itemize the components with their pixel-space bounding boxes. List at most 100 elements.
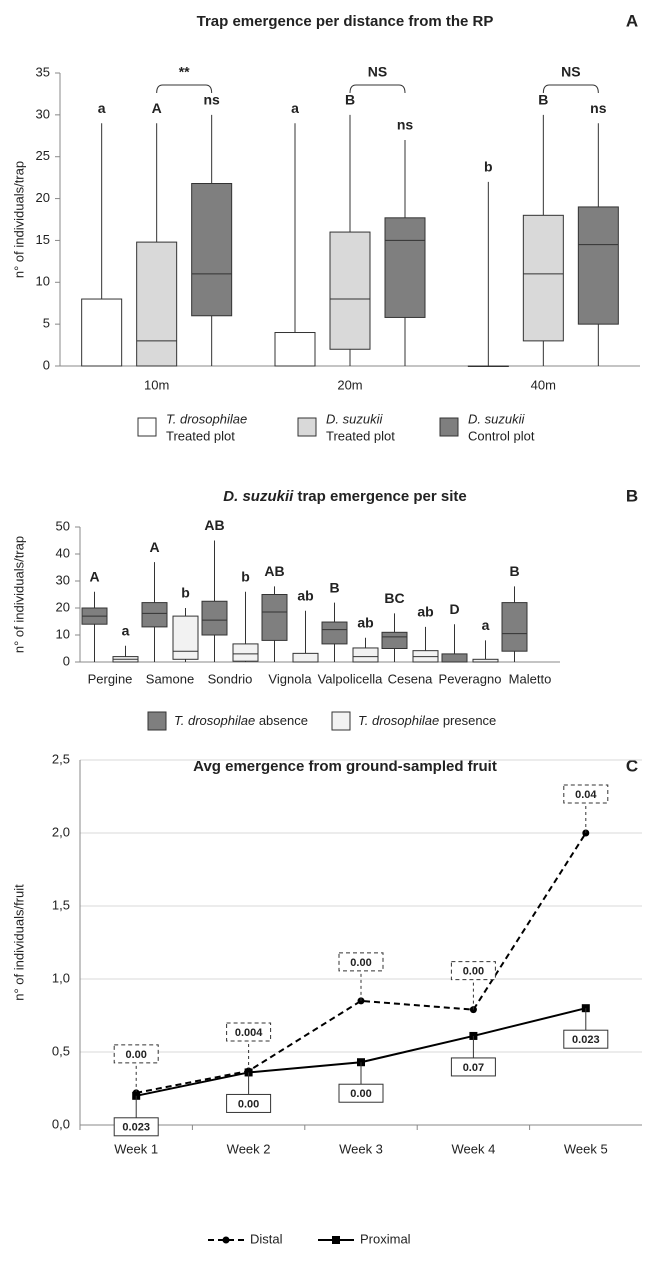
legend-swatch [147,711,167,731]
significance-letter: ns [590,100,607,116]
box [191,183,233,317]
legend-marker [332,1236,340,1244]
group-label: NS [561,64,580,80]
legend-plot: absence [259,713,308,728]
x-tick-label: Week 2 [227,1141,271,1156]
y-tick-label: 5 [43,316,50,331]
legend-swatch [137,417,157,437]
annotation-box [338,1083,384,1103]
significance-letter: a [291,100,299,116]
x-tick-label: Maletto [509,671,552,686]
x-tick-label: Week 1 [114,1141,158,1156]
x-tick-label: Valpolicella [318,671,384,686]
x-tick-label: Vignola [268,671,312,686]
box [321,621,348,645]
annotation-box [113,1117,159,1137]
y-tick-label: 35 [36,64,50,79]
significance-letter: ns [397,117,414,133]
significance-letter: b [181,585,190,601]
y-tick-label: 50 [56,518,70,533]
significance-letter: A [149,539,159,555]
box [201,600,228,636]
y-tick-label: 0 [43,357,50,372]
significance-letter: B [329,579,339,595]
x-tick-label: 10m [144,377,169,392]
significance-letter: ab [357,614,373,630]
x-tick-label: Samone [146,671,194,686]
box [274,332,316,367]
y-tick-label: 0,0 [52,1116,70,1131]
panel-label: A [626,11,638,30]
chart-title: D. suzukii trap emergence per site [223,488,466,505]
box [81,298,123,367]
x-tick-label: Week 5 [564,1141,608,1156]
y-axis-label: n° of individuals/fruit [11,884,26,1001]
y-tick-label: 30 [36,106,50,121]
x-tick-label: 20m [337,377,362,392]
legend-plot: presence [443,713,496,728]
significance-letter: B [509,563,519,579]
y-tick-label: 40 [56,545,70,560]
title-species: D. suzukii [223,488,294,505]
annotation: 0.00 [125,1049,146,1061]
significance-letter: D [449,601,459,617]
legend-marker [222,1236,230,1244]
x-tick-label: Pergine [88,671,133,686]
box [522,214,564,342]
legend-swatch [297,417,317,437]
y-tick-label: 10 [56,626,70,641]
bracket [542,84,599,94]
significance-letter: a [122,623,130,639]
group-label: NS [368,64,387,80]
box [381,631,408,649]
annotation-box [226,1022,272,1042]
annotation: 0.00 [350,957,371,969]
significance-letter: ab [297,587,313,603]
x-tick-label: Week 4 [451,1141,495,1156]
legend-plot: Treated plot [326,428,395,443]
significance-letter: A [89,569,99,585]
box [232,643,259,662]
significance-letter: ns [203,92,220,108]
x-tick-label: Cesena [388,671,434,686]
annotation-box [113,1044,159,1064]
y-tick-label: 1,5 [52,897,70,912]
annotation: 0.00 [350,1088,371,1100]
title-text: trap emergence per site [297,488,466,505]
significance-letter: a [482,617,490,633]
y-tick-label: 10 [36,274,50,289]
box [329,231,371,350]
y-tick-label: 20 [56,599,70,614]
legend-swatch [439,417,459,437]
panel-label: B [626,486,638,505]
annotation: 0.04 [575,789,597,801]
box [441,653,468,663]
annotation-box [338,952,384,972]
box [141,602,168,628]
annotation-box [450,1057,496,1077]
bracket [156,84,213,94]
significance-letter: B [345,92,355,108]
legend-name: T. drosophilae [358,713,439,728]
significance-letter: A [152,100,162,116]
significance-letter: b [484,159,493,175]
box [384,217,426,318]
group-label: ** [179,64,190,80]
annotation: 0.07 [463,1062,484,1074]
x-tick-label: Peveragno [439,671,502,686]
y-tick-label: 0,5 [52,1043,70,1058]
significance-letter: AB [204,517,224,533]
y-axis-label: n° of individuals/trap [11,536,26,653]
legend-swatch [331,711,351,731]
y-tick-label: 20 [36,190,50,205]
chart-title: Trap emergence per distance from the RP [197,13,494,30]
annotation-box [563,1029,609,1049]
box [261,594,288,641]
legend-label: T. drosophilae absence [174,713,308,728]
legend-plot: Control plot [468,428,535,443]
y-tick-label: 30 [56,572,70,587]
y-tick-label: 25 [36,148,50,163]
significance-letter: b [241,569,250,585]
box [352,647,379,663]
